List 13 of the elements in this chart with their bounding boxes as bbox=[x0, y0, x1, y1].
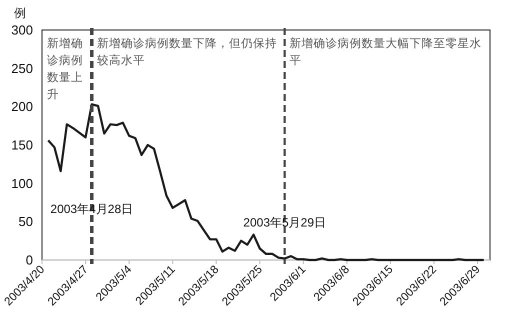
ref-line-label: 2003年4月28日 bbox=[50, 202, 134, 216]
ytick-label: 50 bbox=[18, 214, 33, 230]
ytick-label: 0 bbox=[26, 252, 33, 268]
y-axis-title: 例 bbox=[14, 6, 26, 20]
ytick-label: 250 bbox=[11, 60, 33, 76]
ytick-label: 100 bbox=[11, 176, 33, 191]
annotation: 新增确诊病例数量上升 bbox=[47, 36, 83, 101]
annotation: 新增确诊病例数量大幅下降至零星水平 bbox=[290, 36, 482, 67]
annotation: 新增确诊病例数量下降，但仍保持较高水平 bbox=[96, 36, 277, 67]
ytick-label: 300 bbox=[11, 22, 33, 38]
ytick-label: 200 bbox=[11, 99, 33, 114]
ref-line-label: 2003年5月29日 bbox=[243, 216, 326, 230]
ytick-label: 150 bbox=[11, 138, 33, 152]
